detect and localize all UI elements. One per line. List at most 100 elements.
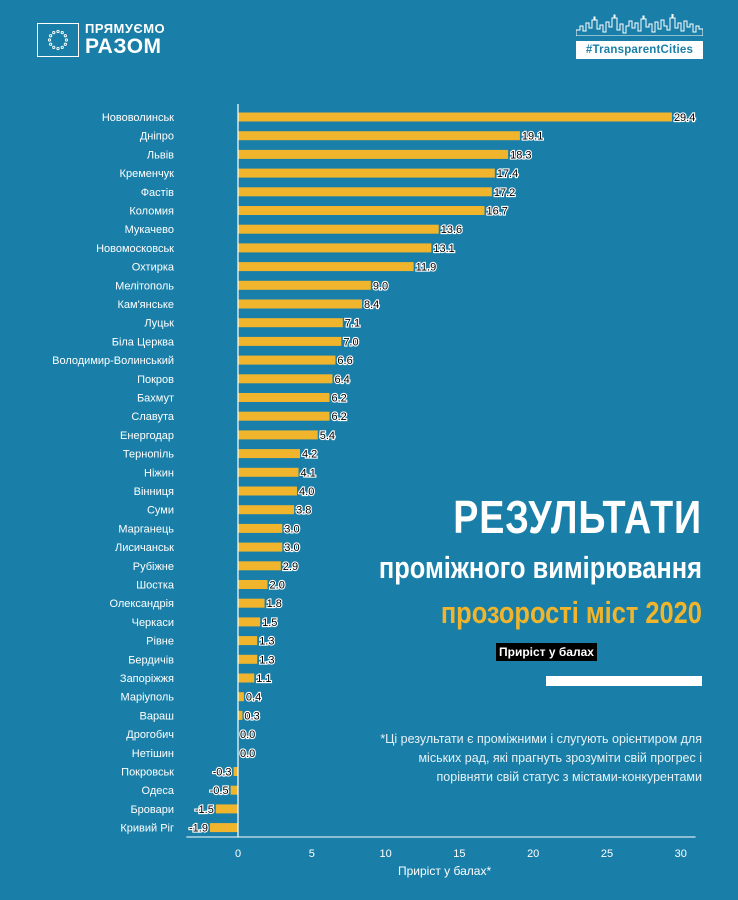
value-label: 3.8 <box>296 505 311 517</box>
category-label: Лисичанськ <box>115 542 174 554</box>
category-label: Дрогобич <box>126 729 174 741</box>
category-label: Запоріжжя <box>120 673 174 685</box>
bar <box>238 654 258 664</box>
category-label: Нетішин <box>132 748 174 760</box>
logo-top-text: ПРЯМУЄМО <box>85 21 166 36</box>
bar <box>238 355 336 365</box>
value-label: 2.0 <box>270 580 285 592</box>
value-label: 13.1 <box>433 243 454 255</box>
value-label: 11.9 <box>416 262 437 274</box>
bar <box>238 131 520 141</box>
category-label: Шостка <box>136 580 175 592</box>
bar <box>238 168 495 178</box>
value-label: 4.1 <box>301 467 316 479</box>
title-line-2: проміжного вимірювання <box>378 550 702 585</box>
legend-swatch-bar <box>546 676 702 686</box>
value-label: 0.0 <box>240 748 255 760</box>
category-label: Кам'янське <box>117 299 174 311</box>
value-label: 5.4 <box>320 430 335 442</box>
x-tick-label: 25 <box>601 848 613 860</box>
title-line-3: прозорості міст 2020 <box>440 595 702 630</box>
value-label: 1.8 <box>267 598 282 610</box>
category-label: Нововолинськ <box>102 112 174 124</box>
value-label: 4.0 <box>299 486 314 498</box>
bar <box>238 262 414 272</box>
category-label: Новомосковськ <box>96 243 174 255</box>
x-tick-label: 5 <box>309 848 315 860</box>
value-label: 6.4 <box>334 374 349 386</box>
value-label: -1.9 <box>189 823 208 835</box>
bar <box>238 523 283 533</box>
category-label: Енергодар <box>120 430 174 442</box>
city-skyline-icon <box>575 13 704 37</box>
bar <box>238 486 298 496</box>
bar <box>215 804 238 814</box>
category-label: Дніпро <box>140 131 174 143</box>
category-label: Коломия <box>129 206 174 218</box>
value-label: -0.3 <box>213 767 232 779</box>
title-line-1: РЕЗУЛЬТАТИ <box>453 491 702 543</box>
category-label: Рівне <box>146 636 174 648</box>
x-axis-label: Приріст у балах* <box>398 864 492 878</box>
value-label: 0.4 <box>246 692 261 704</box>
category-label: Марганець <box>118 523 174 535</box>
bar <box>238 710 243 720</box>
bar <box>238 692 244 702</box>
x-tick-label: 20 <box>527 848 539 860</box>
value-label: 3.0 <box>284 523 299 535</box>
bar <box>238 224 439 234</box>
category-label: Кривий Ріг <box>120 823 174 835</box>
value-label: 4.2 <box>302 449 317 461</box>
value-label: 1.3 <box>259 636 274 648</box>
value-label: 19.1 <box>522 131 543 143</box>
bar <box>238 112 672 122</box>
bar <box>238 561 281 571</box>
category-label: Олександрія <box>109 598 174 610</box>
category-label: Маріуполь <box>121 692 175 704</box>
bar <box>238 243 432 253</box>
category-label: Володимир-Волинський <box>52 355 174 367</box>
bar <box>238 580 268 589</box>
bar <box>238 430 318 440</box>
bar <box>238 449 300 459</box>
bar <box>238 542 283 552</box>
category-label: Луцьк <box>144 318 174 330</box>
bar <box>238 673 255 683</box>
x-tick-label: 10 <box>379 848 391 860</box>
category-label: Вінниця <box>134 486 174 498</box>
category-label: Рубіжне <box>133 561 174 573</box>
value-label: 16.7 <box>486 206 507 218</box>
value-label: 0.3 <box>244 710 259 722</box>
bar <box>238 505 295 515</box>
category-label: Славута <box>131 411 174 423</box>
value-label: -1.5 <box>195 804 214 816</box>
title-block: РЕЗУЛЬТАТИ проміжного вимірювання прозор… <box>308 494 702 628</box>
category-label: Суми <box>147 505 174 517</box>
prjamujemo-razom-logo: ПРЯМУЄМО РАЗОМ <box>37 22 165 57</box>
value-label: 1.1 <box>256 673 271 685</box>
value-label: 6.6 <box>337 355 352 367</box>
transparent-cities-badge: #TransparentCities <box>576 41 703 59</box>
bar <box>238 467 299 477</box>
bar <box>238 374 333 384</box>
bar <box>238 280 371 290</box>
bar <box>238 187 492 197</box>
eu-flag-icon <box>37 22 79 57</box>
value-label: 1.3 <box>259 654 274 666</box>
value-label: -0.5 <box>210 785 229 797</box>
value-label: 18.3 <box>510 149 531 161</box>
category-label: Одеса <box>142 785 175 797</box>
bar <box>238 318 343 328</box>
x-tick-label: 30 <box>675 848 687 860</box>
bar <box>230 785 238 795</box>
bar <box>233 767 238 776</box>
category-label: Бердичів <box>128 654 174 666</box>
bar <box>238 393 330 402</box>
bar <box>238 598 265 608</box>
value-label: 6.2 <box>332 411 347 423</box>
category-label: Львів <box>147 149 174 161</box>
value-label: 29.4 <box>674 112 695 124</box>
bar <box>238 411 330 421</box>
category-label: Ніжин <box>144 467 174 479</box>
